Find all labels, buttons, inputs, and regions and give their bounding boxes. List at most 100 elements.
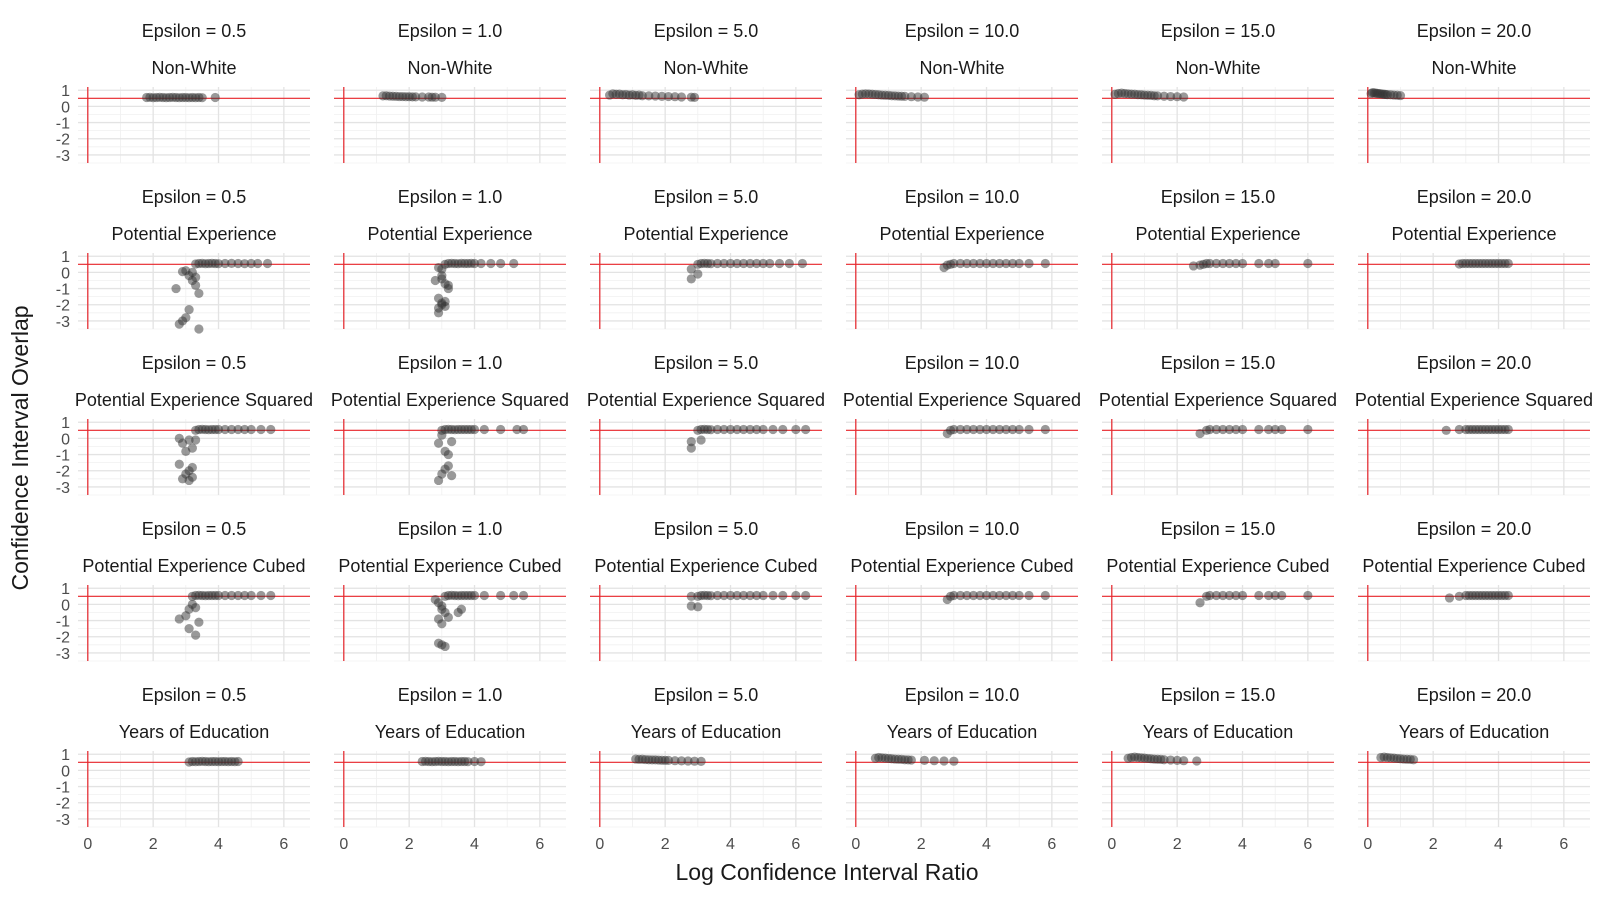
facet-panel-r1-c3: Epsilon = 10.0 Potential Experience: [846, 187, 1078, 330]
data-point: [1205, 258, 1215, 269]
data-point: [765, 258, 775, 269]
facet-epsilon-label: Epsilon = 10.0: [905, 187, 1020, 207]
data-point: [1237, 424, 1248, 435]
y-tick-label: -2: [56, 132, 70, 149]
data-point: [233, 590, 243, 601]
data-point: [975, 590, 985, 601]
y-tick-label: 0: [61, 597, 70, 614]
facet-epsilon-label: Epsilon = 15.0: [1161, 353, 1276, 373]
data-point: [968, 424, 979, 435]
facet-panel-r2-c0: Epsilon = 0.5 Potential Experience Square…: [56, 353, 313, 497]
data-point: [663, 755, 674, 765]
data-point: [801, 424, 811, 435]
data-point: [1218, 424, 1228, 435]
data-point: [246, 590, 256, 601]
facet-panel-r2-c2: Epsilon = 5.0 Potential Experience Square…: [587, 353, 825, 496]
data-point: [456, 604, 467, 614]
data-point: [1040, 424, 1050, 435]
data-point: [1205, 424, 1215, 435]
facet-epsilon-label: Epsilon = 1.0: [398, 187, 503, 207]
data-point: [437, 92, 447, 102]
y-tick-label: 0: [61, 99, 70, 116]
data-point: [240, 259, 250, 269]
data-point: [913, 92, 923, 102]
data-point: [411, 92, 421, 102]
x-tick-label: 4: [1238, 836, 1247, 853]
x-tick-label: 6: [1559, 836, 1568, 853]
facet-panel-r1-c2: Epsilon = 5.0 Potential Experience: [590, 187, 822, 330]
data-point: [266, 590, 276, 601]
data-point: [1270, 590, 1280, 601]
facet-epsilon-label: Epsilon = 0.5: [142, 519, 247, 539]
data-point: [1014, 424, 1024, 435]
data-point: [752, 424, 762, 435]
x-tick-label: 2: [1429, 836, 1438, 853]
data-point: [509, 258, 519, 269]
facet-variable-label: Years of Education: [119, 722, 269, 742]
data-point: [949, 756, 959, 766]
facet-epsilon-label: Epsilon = 5.0: [654, 519, 759, 539]
data-point: [194, 288, 204, 299]
facet-panel-r0-c1: Epsilon = 1.0 Non-White: [334, 21, 566, 164]
facet-variable-label: Years of Education: [887, 722, 1037, 742]
data-point: [663, 91, 674, 102]
facet-panel-r0-c2: Epsilon = 5.0 Non-White: [590, 21, 822, 164]
data-point: [266, 424, 276, 435]
data-point: [732, 590, 742, 601]
data-point: [797, 258, 807, 269]
data-point: [174, 459, 184, 469]
facet-panel-r1-c4: Epsilon = 15.0 Potential Experience: [1102, 187, 1334, 330]
data-point: [184, 624, 194, 634]
data-point: [191, 435, 201, 445]
facet-epsilon-label: Epsilon = 20.0: [1417, 187, 1532, 207]
data-point: [1211, 258, 1221, 269]
data-point: [433, 438, 444, 448]
data-point: [689, 756, 700, 766]
data-point: [433, 308, 444, 318]
data-point: [1264, 424, 1274, 435]
data-point: [1218, 590, 1228, 601]
data-point: [676, 756, 687, 766]
data-point: [738, 590, 749, 601]
facet-panel-r2-c4: Epsilon = 15.0 Potential Experience Squar…: [1099, 353, 1337, 496]
x-tick-label: 4: [214, 836, 223, 853]
x-tick-label: 2: [917, 836, 926, 853]
data-point: [463, 757, 473, 767]
data-point: [256, 590, 266, 601]
data-point: [686, 443, 696, 453]
data-point: [1503, 258, 1513, 269]
data-point: [975, 258, 985, 269]
data-point: [994, 590, 1005, 601]
facet-panel-r4-c5: Epsilon = 20.0 Years of Education 0 2 4 6: [1358, 685, 1590, 853]
data-point: [262, 258, 273, 269]
data-point: [906, 92, 916, 102]
x-tick-label: 0: [1107, 836, 1116, 853]
facet-variable-label: Potential Experience: [111, 224, 276, 244]
facet-variable-label: Potential Experience Squared: [331, 390, 569, 410]
facet-epsilon-label: Epsilon = 5.0: [654, 21, 759, 41]
data-point: [791, 424, 801, 435]
facet-panel-r3-c3: Epsilon = 10.0 Potential Experience Cubed: [846, 519, 1078, 662]
facet-panel-r4-c3: Epsilon = 10.0 Years of Education 0 2 4 6: [846, 685, 1078, 853]
x-tick-label: 0: [83, 836, 92, 853]
data-point: [994, 424, 1005, 435]
facet-variable-label: Non-White: [919, 58, 1004, 78]
data-point: [213, 424, 224, 435]
data-point: [1224, 424, 1235, 435]
y-tick-label: -3: [56, 646, 70, 663]
y-tick-label: 0: [61, 265, 70, 282]
data-point: [469, 756, 480, 767]
facet-variable-label: Non-White: [1431, 58, 1516, 78]
data-point: [955, 590, 965, 601]
data-point: [246, 424, 256, 435]
facet-variable-label: Years of Education: [1399, 722, 1549, 742]
facet-epsilon-label: Epsilon = 0.5: [142, 187, 247, 207]
data-point: [650, 91, 660, 101]
facet-panel-r3-c5: Epsilon = 20.0 Potential Experience Cubed: [1358, 519, 1590, 662]
data-point: [443, 280, 453, 290]
data-point: [644, 91, 654, 101]
data-point: [1024, 590, 1034, 601]
facet-panel-r3-c1: Epsilon = 1.0 Potential Experience Cubed: [334, 519, 566, 662]
data-point: [233, 258, 243, 269]
data-point: [955, 258, 965, 269]
